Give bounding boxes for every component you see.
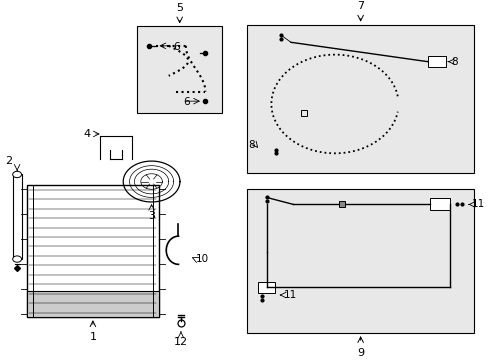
Bar [13,175,21,259]
Text: 8: 8 [450,57,457,67]
Bar [137,26,222,113]
Bar [27,291,159,317]
Bar [429,198,449,211]
Text: 1: 1 [89,332,96,342]
Text: 7: 7 [356,1,364,11]
Text: 6: 6 [183,97,190,107]
Bar [27,291,159,317]
Text: 5: 5 [176,3,183,13]
Bar [27,185,159,317]
Text: 2: 2 [5,156,12,166]
Bar [246,25,473,173]
Text: 11: 11 [283,290,296,300]
Bar [427,56,446,67]
Text: 6: 6 [173,42,180,52]
Text: 12: 12 [174,337,187,347]
Text: 3: 3 [148,211,155,221]
Text: 8: 8 [248,140,255,149]
Bar [246,189,473,333]
Bar [257,282,275,293]
Text: 11: 11 [471,199,484,210]
Text: 10: 10 [195,254,208,264]
Text: 4: 4 [83,129,90,139]
Ellipse shape [13,256,21,262]
Text: 9: 9 [356,348,364,358]
Ellipse shape [13,171,21,177]
